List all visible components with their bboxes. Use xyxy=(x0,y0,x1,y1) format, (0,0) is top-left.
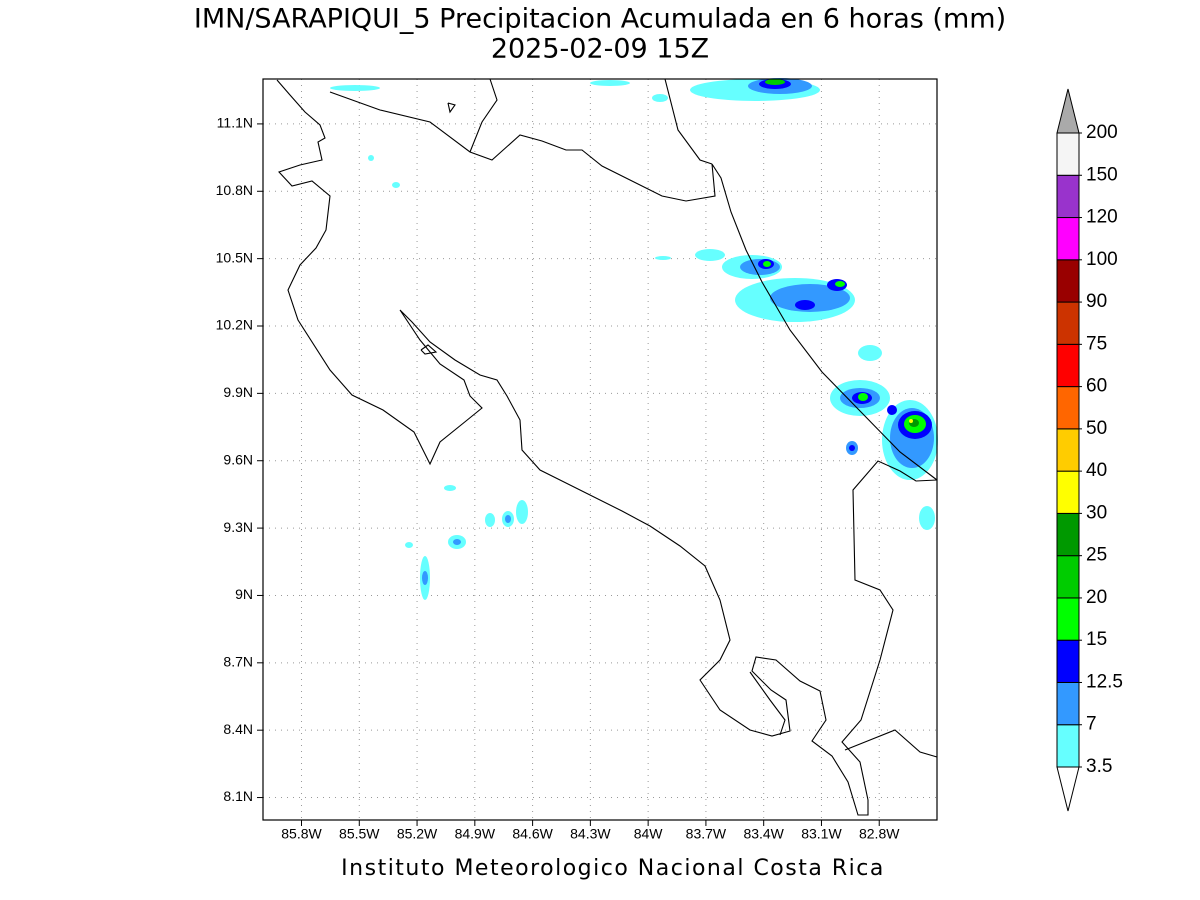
colorbar: 3.5 7 12.5 15 20 25 30 40 50 60 75 90 100 120 150 200 xyxy=(1056,88,1123,812)
colorbar-label: 30 xyxy=(1086,502,1107,523)
x-tick-label: 85.8W xyxy=(281,826,322,842)
colorbar-segment xyxy=(1056,470,1080,514)
colorbar-label: 120 xyxy=(1086,207,1118,228)
colorbar-segment xyxy=(1056,428,1080,472)
colorbar-label: 20 xyxy=(1086,587,1107,608)
y-tick-label: 8.4N xyxy=(223,721,253,737)
y-tick-label: 10.2N xyxy=(216,317,253,333)
precipitation xyxy=(330,78,938,600)
y-tick-label: 9N xyxy=(235,586,253,602)
x-tick-label: 84.3W xyxy=(570,826,611,842)
map-background xyxy=(263,79,937,820)
y-tick-label: 9.9N xyxy=(223,384,253,400)
y-tick-label: 8.1N xyxy=(223,788,253,804)
y-tick-label: 10.5N xyxy=(216,249,253,265)
y-tick-label: 8.7N xyxy=(223,654,253,670)
colorbar-label: 7 xyxy=(1086,714,1097,735)
colorbar-over xyxy=(1056,88,1080,134)
colorbar-under xyxy=(1056,766,1080,812)
colorbar-segment xyxy=(1056,724,1080,768)
colorbar-segment xyxy=(1056,343,1080,388)
map-frame xyxy=(262,78,938,821)
colorbar-label: 75 xyxy=(1086,333,1107,354)
colorbar-label: 90 xyxy=(1086,291,1107,312)
colorbar-label: 3.5 xyxy=(1086,756,1112,777)
colorbar-segment xyxy=(1056,597,1080,641)
colorbar-segment xyxy=(1056,386,1080,430)
colorbar-label: 25 xyxy=(1086,545,1107,566)
x-tick-label: 84W xyxy=(634,826,664,842)
y-tick-label: 9.3N xyxy=(223,519,253,535)
colorbar-label: 150 xyxy=(1086,164,1118,185)
colorbar-segment xyxy=(1056,512,1080,557)
x-tick-label: 83.1W xyxy=(801,826,842,842)
x-tick-label: 83.4W xyxy=(743,826,784,842)
y-tick-label: 9.6N xyxy=(223,451,253,467)
colorbar-segment xyxy=(1056,555,1080,599)
colorbar-segment xyxy=(1056,639,1080,683)
subtitle: 2025-02-09 15Z xyxy=(491,34,709,65)
colorbar-label: 60 xyxy=(1086,376,1107,397)
y-tick-label: 11.1N xyxy=(217,115,253,131)
colorbar-segment xyxy=(1056,681,1080,726)
footer: Instituto Meteorologico Nacional Costa R… xyxy=(341,856,885,881)
colorbar-label: 200 xyxy=(1086,122,1118,143)
x-tick-label: 84.6W xyxy=(512,826,553,842)
x-tick-label: 82.8W xyxy=(859,826,900,842)
x-tick-label: 83.7W xyxy=(686,826,727,842)
colorbar-label: 50 xyxy=(1086,418,1107,439)
colorbar-segment xyxy=(1056,174,1080,219)
colorbar-label: 100 xyxy=(1086,249,1118,270)
y-tick-label: 10.8N xyxy=(216,182,253,198)
x-tick-label: 85.2W xyxy=(397,826,438,842)
colorbar-label: 15 xyxy=(1086,629,1107,650)
colorbar-segment xyxy=(1056,301,1080,345)
map-area xyxy=(262,78,938,821)
colorbar-segment xyxy=(1056,259,1080,303)
grid xyxy=(263,79,937,820)
coastlines xyxy=(276,78,938,816)
title: IMN/SARAPIQUI_5 Precipitacion Acumulada … xyxy=(194,4,1006,35)
colorbar-label: 40 xyxy=(1086,460,1107,481)
colorbar-segment xyxy=(1056,217,1080,261)
colorbar-segment xyxy=(1056,132,1080,176)
x-tick-label: 84.9W xyxy=(455,826,496,842)
colorbar-label: 12.5 xyxy=(1086,671,1123,692)
x-tick-label: 85.5W xyxy=(339,826,380,842)
